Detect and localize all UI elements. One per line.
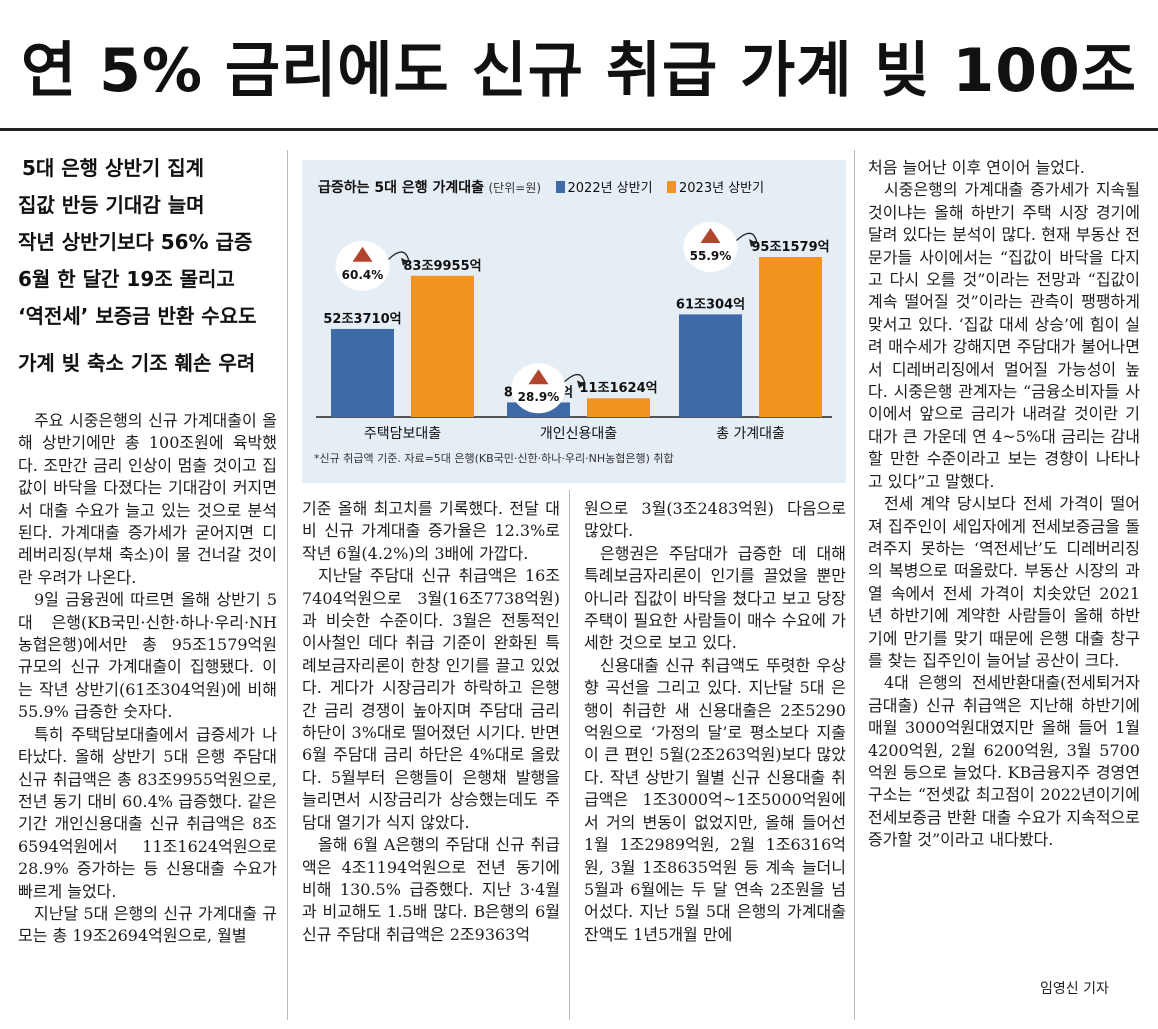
chart-title: 급증하는 5대 은행 가계대출 <box>318 180 485 196</box>
category-label: 총 가계대출 <box>716 426 785 442</box>
paragraph: 지난달 주담대 신규 취급액은 16조7404억원으로 3월(16조7738억원… <box>302 566 560 832</box>
paragraph: 기준 올해 최고치를 기록했다. 전달 대비 신규 가계대출 증가율은 12.3… <box>302 499 560 563</box>
data-label: 61조304억 <box>676 297 745 312</box>
subhead-2: 집값 반등 기대감 늘며 <box>18 193 205 217</box>
growth-up-arrow-icon <box>700 228 721 243</box>
data-label: 52조3710억 <box>323 312 401 327</box>
paragraph: 지난달 5대 은행의 신규 가계대출 규모는 총 19조2694억원으로, 월별 <box>18 903 277 946</box>
paragraph: 신용대출 신규 취급액도 뚜렷한 우상향 곡선을 그리고 있다. 지난달 5대 … <box>584 655 846 944</box>
paragraph: 전세 계약 당시보다 전세 가격이 떨어져 집주인이 세입자에게 전세보증금을 … <box>868 494 1140 670</box>
bar-2023 <box>411 275 474 417</box>
paragraph: 시중은행의 가계대출 증가세가 지속될 것이냐는 올해 하반기 주택 시장 경기… <box>868 180 1140 491</box>
chart-note: *신규 취급액 기준. 자료=5대 은행(KB국민·신한·하나·우리·NH농협은… <box>314 452 674 465</box>
headline: 연 5% 금리에도 신규 취급 가계 빚 100조 <box>21 36 1137 106</box>
byline: 임영신 기자 <box>1040 981 1109 997</box>
growth-arrow-head <box>401 257 409 266</box>
legend-item-2023: 2023년 상반기 <box>667 181 764 196</box>
growth-label: 60.4% <box>342 268 384 282</box>
paragraph: 원으로 3월(3조2483억원) 다음으로 많았다. <box>584 499 846 541</box>
subhead-5: ‘역전세’ 보증금 반환 수요도 <box>18 304 257 328</box>
article-column-4: 처음 늘어난 이후 연이어 늘었다. 시중은행의 가계대출 증가세가 지속될 것… <box>868 157 1140 852</box>
growth-arrow-head <box>749 239 757 247</box>
column-rule-3 <box>854 150 855 1020</box>
legend-label-2022: 2022년 상반기 <box>567 181 653 196</box>
chart-svg: 52조3710억83조9955억주택담보대출60.4%8조6594억11조162… <box>316 222 832 442</box>
article-column-3: 원으로 3월(3조2483억원) 다음으로 많았다. 은행권은 주담대가 급증한… <box>584 498 846 946</box>
growth-badge <box>511 363 566 414</box>
paragraph: 올해 6월 A은행의 주담대 신규 취급액은 4조1194억원으로 전년 동기에… <box>302 835 560 944</box>
growth-label: 28.9% <box>518 390 560 404</box>
data-label: 11조1624억 <box>579 381 657 396</box>
subhead-6: 가계 빚 축소 기조 훼손 우려 <box>18 351 256 375</box>
paragraph: 4대 은행의 전세반환대출(전세퇴거자금대출) 신규 취급액은 지난해 하반기에… <box>868 673 1140 850</box>
growth-arrow-head <box>577 380 585 389</box>
chart-unit: (단위=원) <box>488 181 542 195</box>
legend-label-2023: 2023년 상반기 <box>679 181 765 196</box>
headline-rule <box>0 128 1158 131</box>
bar-2022 <box>331 328 394 417</box>
bar-2023 <box>759 257 822 417</box>
growth-badge <box>683 222 738 272</box>
paragraph: 주요 시중은행의 신규 가계대출이 올해 상반기에만 총 100조원에 육박했다… <box>18 411 277 587</box>
loan-chart: 52조3710억83조9955억주택담보대출60.4%8조6594억11조162… <box>302 160 846 483</box>
article-column-2: 기준 올해 최고치를 기록했다. 전달 대비 신규 가계대출 증가율은 12.3… <box>302 498 560 946</box>
growth-up-arrow-icon <box>528 369 549 385</box>
subhead-4: 6월 한 달간 19조 몰리고 <box>18 267 235 291</box>
legend-swatch-2022 <box>555 181 565 193</box>
paragraph: 은행권은 주담대가 급증한 데 대해 특례보금자리론이 인기를 끌었을 뿐만 아… <box>584 543 846 653</box>
paragraph: 특히 주택담보대출에서 급증세가 나타났다. 올해 상반기 5대 은행 주담대 … <box>18 724 277 901</box>
column-rule-1 <box>287 150 288 1020</box>
paragraph: 처음 늘어난 이후 연이어 늘었다. <box>868 158 1085 177</box>
bar-2023 <box>587 398 650 417</box>
growth-up-arrow-icon <box>352 246 373 262</box>
column-rule-2 <box>569 490 570 1020</box>
growth-badge <box>335 240 390 291</box>
chart-header: 급증하는 5대 은행 가계대출 (단위=원) 2022년 상반기 2023년 상… <box>318 177 764 197</box>
category-label: 주택담보대출 <box>364 426 441 442</box>
article-column-1: 주요 시중은행의 신규 가계대출이 올해 상반기에만 총 100조원에 육박했다… <box>18 410 277 948</box>
subheads: 5대 은행 상반기 집계 집값 반등 기대감 늘며 작년 상반기보다 56% 급… <box>18 150 280 382</box>
subhead-1: 5대 은행 상반기 집계 <box>22 156 205 180</box>
bar-2022 <box>679 314 742 417</box>
legend-swatch-2023 <box>667 181 677 193</box>
data-label: 83조9955억 <box>403 259 481 274</box>
paragraph: 9일 금융권에 따르면 올해 상반기 5대 은행(KB국민·신한·하나·우리·N… <box>18 590 277 722</box>
legend-item-2022: 2022년 상반기 <box>555 181 653 196</box>
subhead-3: 작년 상반기보다 56% 급증 <box>18 230 253 254</box>
category-label: 개인신용대출 <box>540 426 617 442</box>
growth-label: 55.9% <box>690 249 732 263</box>
data-label: 95조1579억 <box>751 240 829 255</box>
